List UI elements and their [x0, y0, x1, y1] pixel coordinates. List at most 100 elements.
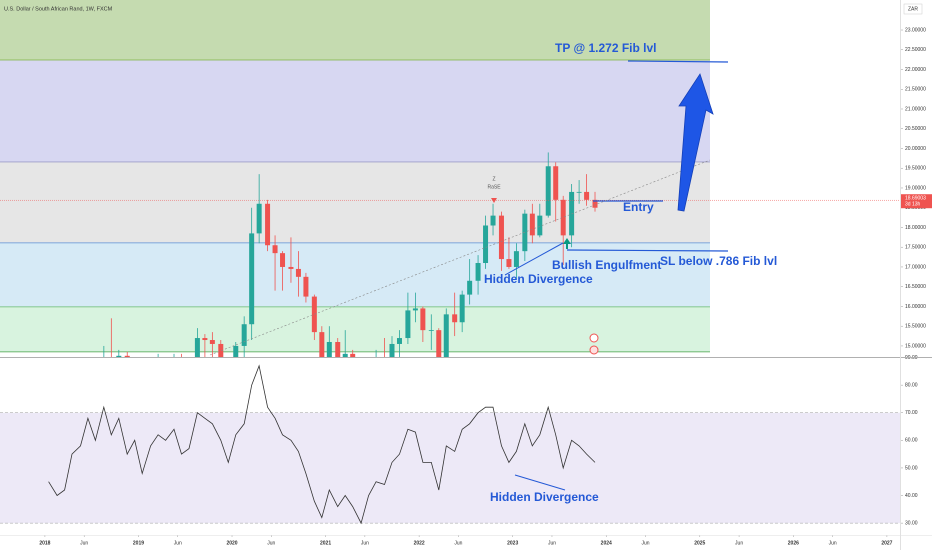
candle-body: [311, 296, 317, 333]
candle-body: [194, 338, 200, 357]
y-tick-label: 17.00000: [905, 264, 926, 270]
divergence-line: [504, 242, 564, 276]
annotation: Bullish Engulfment: [552, 258, 661, 272]
y-tick-label: 22.00000: [905, 67, 926, 73]
y-tick-label: 40.00: [905, 493, 918, 499]
x-tick-label: 2021: [320, 540, 331, 546]
y-tick-label: 21.00000: [905, 106, 926, 112]
y-tick-label: 21.50000: [905, 87, 926, 93]
event-icon[interactable]: [589, 345, 599, 355]
fib-zone: [0, 242, 710, 307]
candle-body: [584, 191, 590, 200]
candle-body: [436, 330, 442, 357]
x-tick-label: 2023: [507, 540, 518, 546]
candle-body: [576, 191, 582, 193]
candle-body: [233, 345, 239, 357]
candle-body: [265, 203, 271, 246]
candle-body: [116, 355, 122, 357]
rsi-divergence-line: [514, 474, 566, 491]
candle-body: [288, 266, 294, 269]
x-tick-label: Jun: [735, 540, 743, 546]
candle-body: [109, 358, 114, 380]
candle-body: [156, 368, 161, 382]
event-icon[interactable]: [589, 333, 599, 343]
y-tick-label: 70.00: [905, 410, 918, 416]
candle-body: [93, 395, 98, 415]
y-tick-label: 15.00000: [905, 343, 926, 349]
candle-body: [202, 338, 208, 341]
countdown-label: 3d 13h: [905, 202, 921, 208]
candle-body: [592, 199, 598, 208]
rsi-line: [48, 364, 596, 525]
candle-body: [490, 215, 496, 226]
fib-zone: [0, 60, 710, 162]
annotation: SL below .786 Fib lvl: [660, 254, 777, 268]
candle-body: [553, 166, 559, 200]
x-tick-label: Jun: [174, 540, 182, 546]
candle-body: [280, 253, 286, 267]
y-tick-label: 16.50000: [905, 284, 926, 290]
y-tick-label: 23.00000: [905, 27, 926, 33]
candle-body: [249, 233, 255, 325]
annotation: Z: [492, 176, 495, 182]
candle-body: [498, 215, 504, 260]
candle-body: [319, 332, 325, 357]
candle-body: [295, 268, 301, 277]
symbol-title: U.S. Dollar / South African Rand, 1W, FX…: [4, 6, 113, 12]
candle-body: [342, 353, 348, 357]
tp-line: [627, 60, 729, 63]
target-arrow: [677, 73, 714, 212]
candle-body: [335, 341, 341, 357]
candle-body: [226, 360, 231, 386]
x-tick-label: Jun: [80, 540, 88, 546]
candle-body: [140, 372, 145, 413]
trend-line: [209, 159, 711, 356]
x-tick-label: 2027: [881, 540, 892, 546]
candle-body: [560, 199, 566, 236]
rsi-band: [0, 412, 900, 524]
candle-body: [537, 215, 543, 236]
y-tick-label: 17.50000: [905, 245, 926, 251]
x-tick-label: Jun: [829, 540, 837, 546]
candle-body: [163, 368, 168, 372]
annotation: Hidden Divergence: [490, 490, 599, 504]
candle-body: [124, 355, 130, 357]
engulf-arrow: [563, 238, 571, 249]
x-tick-label: Jun: [548, 540, 556, 546]
x-tick-label: Jun: [641, 540, 649, 546]
sl-line: [566, 249, 729, 252]
candle-body: [172, 362, 177, 372]
candle-body: [326, 341, 332, 357]
x-tick-label: 2022: [414, 540, 425, 546]
candle-body: [272, 245, 278, 254]
y-tick-label: 16.00000: [905, 304, 926, 310]
price-label: 18.69003: [905, 196, 926, 202]
signal-arrow: [491, 198, 497, 203]
x-tick-label: 2019: [133, 540, 144, 546]
x-tick-label: Jun: [454, 540, 462, 546]
x-tick-label: 2026: [788, 540, 799, 546]
y-tick-label: 19.00000: [905, 185, 926, 191]
price-badge: [901, 194, 932, 209]
currency-label: ZAR: [908, 6, 918, 12]
candle-body: [148, 381, 153, 413]
x-tick-label: 2020: [226, 540, 237, 546]
candle-body: [209, 340, 215, 344]
currency-badge[interactable]: [903, 3, 923, 15]
candle-body: [241, 324, 247, 346]
candle-body: [179, 362, 184, 382]
y-tick-label: 20.50000: [905, 126, 926, 132]
x-tick-label: 2024: [601, 540, 612, 546]
candle-body: [374, 362, 379, 374]
candle-body: [459, 294, 465, 323]
candle-body: [412, 308, 418, 311]
candle-body: [428, 330, 434, 331]
candle-body: [396, 338, 402, 344]
fib-zone: [0, 161, 710, 243]
candle-body: [218, 343, 224, 357]
fib-zone: [0, 306, 710, 352]
fib-zone: [0, 0, 710, 61]
candle-body: [382, 362, 387, 364]
annotation: TP @ 1.272 Fib lvl: [555, 41, 657, 55]
